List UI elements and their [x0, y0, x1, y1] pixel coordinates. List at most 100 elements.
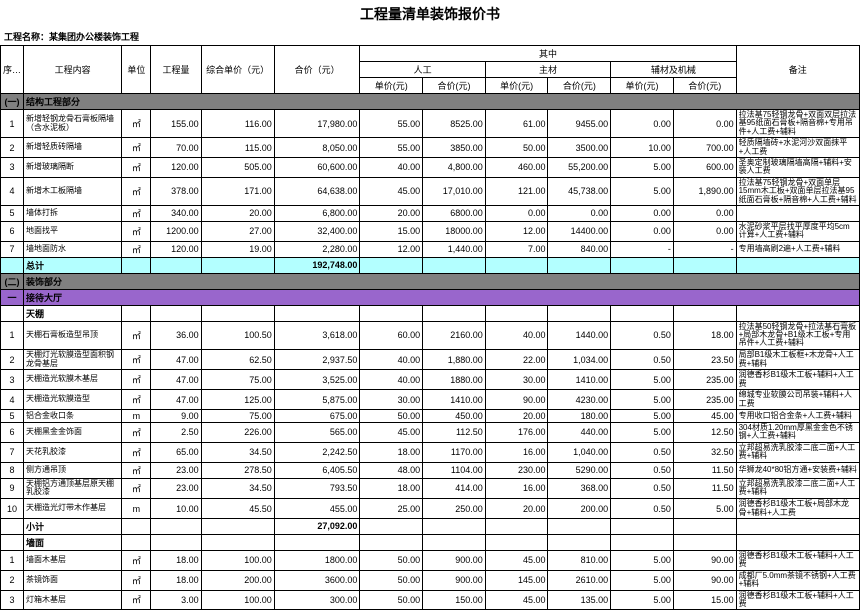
cell-mach-price: 0.00	[611, 205, 674, 221]
cell-unitprice: 115.00	[201, 138, 274, 158]
cell-unit: ㎡	[122, 462, 151, 478]
empty	[201, 518, 274, 534]
cell-labor-price: 50.00	[360, 410, 423, 423]
table-row: 1新增轻钢龙骨石膏板隔墙（含水泥板）㎡155.00116.0017,980.00…	[1, 110, 860, 138]
cell-unit: m	[122, 410, 151, 423]
hdr-mt: 合价(元)	[548, 78, 611, 94]
cell-content: 铝合金收口条	[23, 410, 121, 423]
cell-mach-total: 5.00	[673, 499, 736, 519]
cell-mach-total: 45.00	[673, 410, 736, 423]
cell-unitprice: 171.00	[201, 177, 274, 205]
cell-mat-total: 3500.00	[548, 138, 611, 158]
cell-labor-total: 1410.00	[423, 390, 486, 410]
cell-mach-total: 1,890.00	[673, 177, 736, 205]
cell-labor-price: 45.00	[360, 177, 423, 205]
cell-content: 天棚造光软膜木基层	[23, 370, 121, 390]
empty	[423, 305, 486, 321]
cell-total: 6,405.50	[274, 462, 360, 478]
cell-total: 32,400.00	[274, 221, 360, 241]
cell-mat-total: 4230.00	[548, 390, 611, 410]
cell-mach-price: 0.50	[611, 321, 674, 349]
cell-mach-total: -	[673, 241, 736, 257]
cell-mat-price: 0.00	[485, 205, 548, 221]
cell-mat-total: 45,738.00	[548, 177, 611, 205]
hdr-labor: 人工	[360, 62, 485, 78]
cell-note: 绵城专业软膜公司吊装+辅料+人工费	[736, 390, 859, 410]
empty	[423, 257, 486, 273]
cell-total: 8,050.00	[274, 138, 360, 158]
empty	[736, 518, 859, 534]
cell-mach-total: 0.00	[673, 221, 736, 241]
empty	[122, 257, 151, 273]
hdr-seq: 序号	[1, 46, 24, 94]
cell-total: 1800.00	[274, 550, 360, 570]
cell-qty: 23.00	[151, 478, 201, 499]
cell-unitprice: 200.00	[201, 570, 274, 590]
cell-mach-price: 5.00	[611, 177, 674, 205]
empty	[611, 534, 674, 550]
cell-seq: 1	[1, 550, 24, 570]
project-name: 某集团办公楼装饰工程	[49, 32, 139, 42]
cell-unitprice: 19.00	[201, 241, 274, 257]
cell-labor-total: 250.00	[423, 499, 486, 519]
cell-total: 64,638.00	[274, 177, 360, 205]
cell-mach-total: 0.00	[673, 110, 736, 138]
subtotal-label: 总计	[23, 257, 121, 273]
subtotal-value: 192,748.00	[274, 257, 360, 273]
empty	[548, 518, 611, 534]
cell-unit: ㎡	[122, 423, 151, 443]
table-row: 7墙地面防水㎡120.0019.002,280.0012.001,440.007…	[1, 241, 860, 257]
cell-mach-price: 0.00	[611, 110, 674, 138]
cell-note: 拉法基50轻钢龙骨+拉法基石膏板+局部木龙骨+B1级木工板+专用吊件+人工费+辅…	[736, 321, 859, 349]
cell-total: 2,937.50	[274, 349, 360, 370]
cell-labor-price: 12.00	[360, 241, 423, 257]
cell-qty: 47.00	[151, 390, 201, 410]
cell-unit: ㎡	[122, 550, 151, 570]
cell-labor-total: 1880.00	[423, 370, 486, 390]
cell-content: 天棚黑金金饰面	[23, 423, 121, 443]
empty	[151, 257, 201, 273]
section-header-row: (二)装饰部分	[1, 273, 860, 289]
cell-qty: 47.00	[151, 349, 201, 370]
cell-unitprice: 226.00	[201, 423, 274, 443]
cell-content: 新增轻质砖隔墙	[23, 138, 121, 158]
empty	[122, 534, 151, 550]
empty	[274, 534, 360, 550]
cell-content: 茶镜饰面	[23, 570, 121, 590]
cell-total: 6,800.00	[274, 205, 360, 221]
hdr-lt: 合价(元)	[423, 78, 486, 94]
empty	[360, 534, 423, 550]
cell-seq: 3	[1, 157, 24, 177]
cell-note: 圣奥定制玻璃隔墙高隔+辅料+安装人工费	[736, 157, 859, 177]
cell-mach-price: 5.00	[611, 157, 674, 177]
empty	[360, 305, 423, 321]
cell-note: 润德香杉B1级木工板+局部木龙骨+辅料+人工费	[736, 499, 859, 519]
empty	[611, 518, 674, 534]
cell-note: 润德香杉B1级木工板+辅料+人工费	[736, 550, 859, 570]
cell-mach-total: 235.00	[673, 370, 736, 390]
table-row: 5铝合金收口条m9.0075.00675.0050.00450.0020.001…	[1, 410, 860, 423]
cell-labor-total: 1170.00	[423, 442, 486, 462]
empty	[151, 534, 201, 550]
table-row: 8侧方通吊顶㎡23.00278.506,405.5048.001104.0023…	[1, 462, 860, 478]
hdr-unit-price: 综合单价（元）	[201, 46, 274, 94]
cell-mat-price: 16.00	[485, 478, 548, 499]
cell-seq: 3	[1, 370, 24, 390]
table-row: 6天棚黑金金饰面㎡2.50226.00565.0045.00112.50176.…	[1, 423, 860, 443]
cell-total: 3,618.00	[274, 321, 360, 349]
section-title: 结构工程部分	[23, 94, 859, 110]
cell-mat-total: 55,200.00	[548, 157, 611, 177]
cell-seq: 5	[1, 205, 24, 221]
cell-seq: 2	[1, 349, 24, 370]
cell-mat-price: 30.00	[485, 370, 548, 390]
empty	[548, 257, 611, 273]
cell-mat-price: 45.00	[485, 590, 548, 610]
cell-content: 新增玻璃隔断	[23, 157, 121, 177]
cell-unit: ㎡	[122, 570, 151, 590]
cell-mat-price: 90.00	[485, 390, 548, 410]
cell-seq: 2	[1, 138, 24, 158]
cell-mat-price: 40.00	[485, 321, 548, 349]
cell-mat-total: 840.00	[548, 241, 611, 257]
cell-total: 3,525.00	[274, 370, 360, 390]
cell-unitprice: 62.50	[201, 349, 274, 370]
